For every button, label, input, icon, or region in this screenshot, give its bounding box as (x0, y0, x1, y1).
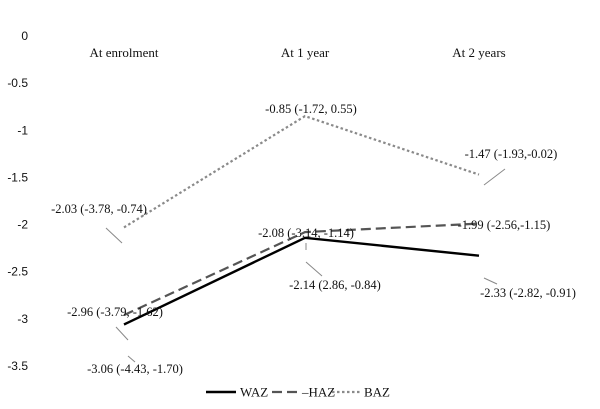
data-label-leader (105, 227, 123, 244)
data-label-waz: -2.33 (-2.82, -0.91) (480, 286, 576, 300)
category-label: At enrolment (90, 45, 159, 60)
y-tick-label: -0.5 (7, 76, 28, 90)
data-label-baz: -0.85 (-1.72, 0.55) (265, 102, 357, 116)
data-label-leader (305, 261, 323, 277)
data-label-haz: -2.96 (-3.79, -1.62) (67, 305, 163, 319)
series-line-baz (123, 114, 480, 229)
data-label-waz: -2.14 (2.86, -0.84) (289, 278, 381, 292)
data-label-leader (127, 355, 136, 363)
legend-label-haz: –HAZ (301, 385, 335, 400)
y-tick-label: -1 (17, 123, 28, 137)
y-tick-label: -2 (17, 218, 28, 232)
data-label-waz: -3.06 (-4.43, -1.70) (87, 362, 183, 376)
data-label-leader (483, 168, 506, 186)
data-label-haz: -1.99 (-2.56,-1.15) (458, 218, 551, 232)
category-label: At 1 year (281, 45, 330, 60)
category-label: At 2 years (452, 45, 505, 60)
y-tick-label: 0 (21, 29, 28, 43)
y-tick-label: -2.5 (7, 265, 28, 279)
data-label-leader (483, 277, 498, 285)
series-line-waz (123, 236, 480, 326)
data-label-baz: -2.03 (-3.78, -0.74) (51, 202, 147, 216)
y-tick-label: -1.5 (7, 170, 28, 184)
y-tick-label: -3.5 (7, 359, 28, 373)
data-label-baz: -1.47 (-1.93,-0.02) (465, 147, 558, 161)
data-label-haz: -2.08 (-3.14, -1.14) (258, 226, 354, 240)
series-line-haz (123, 222, 480, 317)
data-label-leader (115, 326, 129, 341)
y-tick-label: -3 (17, 312, 28, 326)
legend-label-baz: BAZ (364, 385, 390, 400)
legend-label-waz: WAZ (240, 385, 268, 400)
